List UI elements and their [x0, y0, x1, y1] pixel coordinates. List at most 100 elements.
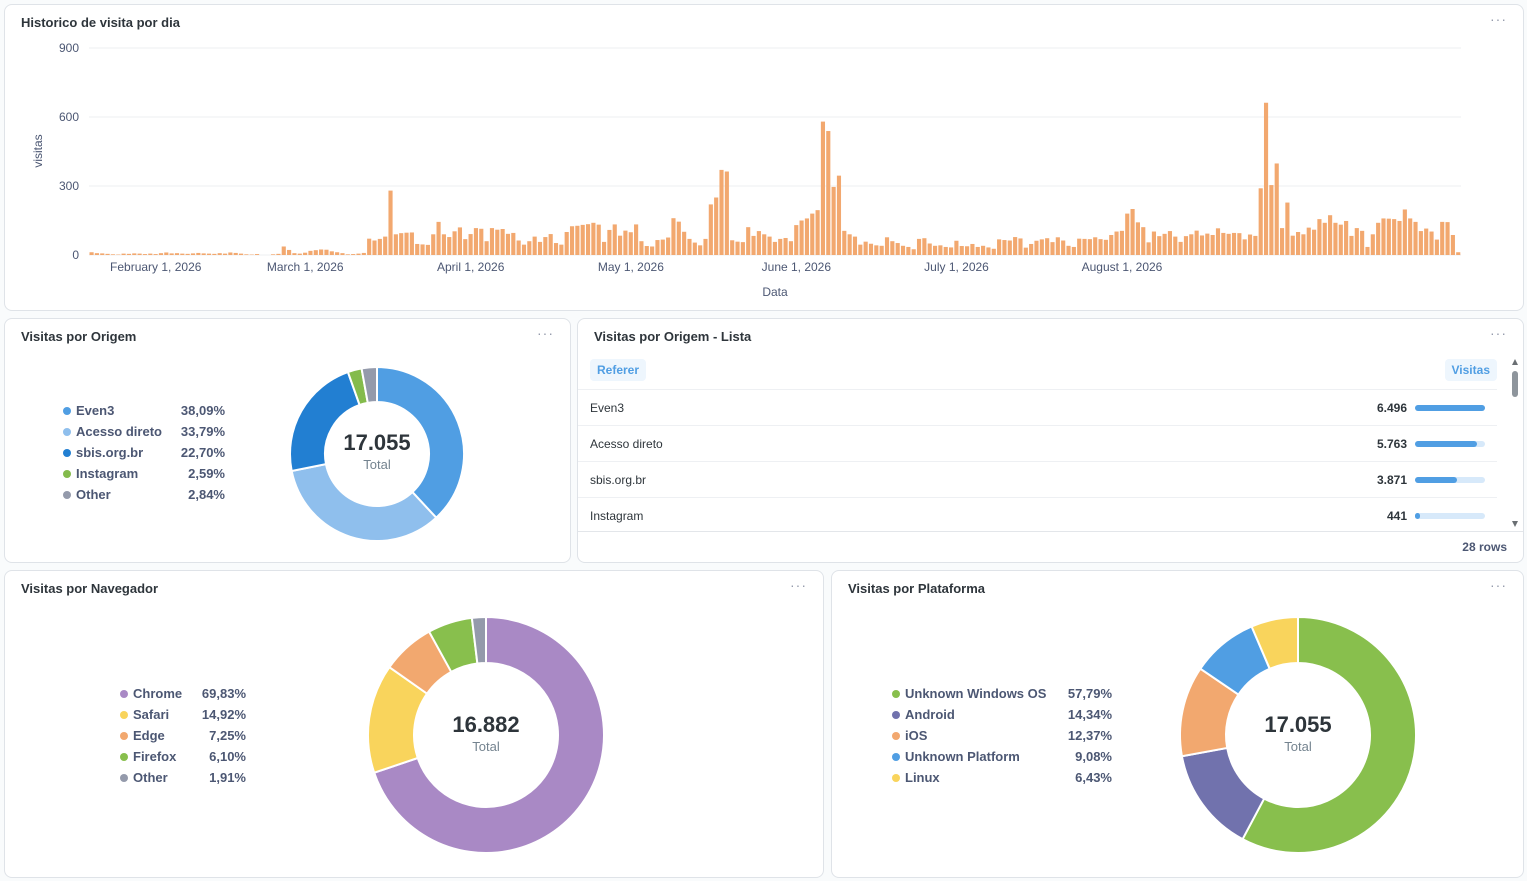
legend-item[interactable]: Instagram 2,59%: [63, 463, 225, 484]
y-tick-label: 900: [59, 41, 79, 55]
bar: [858, 244, 863, 255]
bar: [1141, 227, 1146, 255]
bar: [404, 232, 409, 255]
legend-item[interactable]: sbis.org.br 22,70%: [63, 442, 225, 463]
bar: [895, 243, 900, 255]
legend-label: Unknown Windows OS: [905, 686, 1047, 701]
table-row[interactable]: Even3 6.496: [578, 389, 1497, 426]
table-row[interactable]: Instagram 441: [578, 497, 1497, 534]
bar: [1370, 234, 1375, 255]
bar: [1135, 222, 1140, 255]
x-tick-label: March 1, 2026: [267, 260, 344, 274]
navegador-total: 16.882 Total: [436, 712, 536, 754]
legend-item[interactable]: Unknown Platform 9,08%: [892, 746, 1112, 767]
bar: [1109, 234, 1114, 255]
legend-percent: 6,10%: [209, 749, 246, 764]
bar: [815, 210, 820, 255]
bar: [949, 247, 954, 255]
origem-list-menu-button[interactable]: ···: [1490, 325, 1507, 341]
legend-item[interactable]: Firefox 6,10%: [120, 746, 246, 767]
bar: [1296, 232, 1301, 255]
column-visitas-header[interactable]: Visitas: [1444, 359, 1497, 381]
legend-item[interactable]: Other 1,91%: [120, 767, 246, 788]
bar: [543, 237, 548, 255]
origem-title: Visitas por Origem: [21, 329, 137, 344]
bar: [121, 253, 126, 255]
bar: [505, 233, 511, 255]
bar: [500, 229, 505, 255]
bar: [997, 239, 1002, 255]
x-tick-label: June 1, 2026: [762, 260, 832, 274]
legend-percent: 7,25%: [209, 728, 246, 743]
bar: [1098, 239, 1103, 255]
bar: [1338, 224, 1343, 255]
navegador-card: Visitas por Navegador ··· Chrome 69,83% Sa…: [4, 570, 824, 878]
plataforma-legend: Unknown Windows OS 57,79% Android 14,34% iOS…: [892, 683, 1112, 788]
legend-percent: 69,83%: [201, 686, 246, 701]
bar: [879, 245, 884, 255]
slice-unknown-windows-os: [1241, 615, 1417, 854]
plataforma-menu-button[interactable]: ···: [1490, 577, 1507, 593]
bar: [137, 253, 142, 255]
scrollbar[interactable]: [1509, 355, 1521, 531]
bar: [372, 240, 377, 255]
bar: [852, 236, 858, 255]
row-bar: [1415, 441, 1485, 447]
column-referer-header[interactable]: Referer: [590, 359, 647, 381]
legend-percent: 2,84%: [188, 487, 225, 502]
bar: [532, 236, 537, 255]
bar: [484, 241, 489, 255]
bar: [1231, 232, 1237, 255]
bar: [1450, 234, 1455, 255]
row-bar: [1415, 405, 1485, 411]
legend-dot-icon: [120, 731, 128, 740]
bar: [1066, 245, 1071, 255]
legend-item[interactable]: Chrome 69,83%: [120, 683, 246, 704]
bar: [1306, 227, 1311, 255]
bar: [238, 253, 244, 255]
bar: [703, 238, 708, 255]
history-chart: 0 300 600 900 February 1, 2026 March 1, 2026 A…: [31, 41, 1461, 299]
bar: [1050, 242, 1055, 255]
bar: [431, 234, 436, 255]
bar: [190, 253, 196, 255]
bar: [463, 239, 468, 255]
legend-item[interactable]: Even3 38,09%: [63, 400, 225, 421]
legend-item[interactable]: Android 14,34%: [892, 704, 1112, 725]
legend-dot-icon: [63, 427, 71, 436]
legend-item[interactable]: Unknown Windows OS 57,79%: [892, 683, 1112, 704]
bar: [569, 226, 575, 255]
row-referer: Instagram: [590, 509, 644, 523]
bar: [1226, 233, 1231, 255]
bar: [906, 246, 911, 255]
plataforma-total: 17.055 Total: [1248, 712, 1348, 754]
row-visitas: 3.871: [1376, 473, 1407, 487]
x-tick-label: August 1, 2026: [1082, 260, 1163, 274]
origem-menu-button[interactable]: ···: [537, 325, 554, 341]
legend-label: Other: [76, 487, 111, 502]
legend-item[interactable]: Linux 6,43%: [892, 767, 1112, 788]
table-row[interactable]: sbis.org.br 3.871: [578, 461, 1497, 498]
slice-linux: [1250, 615, 1299, 671]
legend-item[interactable]: Acesso direto 33,79%: [63, 421, 225, 442]
legend-item[interactable]: Edge 7,25%: [120, 725, 246, 746]
navegador-legend: Chrome 69,83% Safari 14,92% Edge 7,25% Firefox…: [120, 683, 246, 788]
bar: [943, 246, 948, 255]
row-visitas: 6.496: [1376, 401, 1407, 415]
legend-item[interactable]: Safari 14,92%: [120, 704, 246, 725]
history-menu-button[interactable]: ···: [1490, 11, 1507, 27]
bar: [206, 253, 212, 255]
row-bar-fill: [1415, 513, 1420, 519]
legend-label: Instagram: [76, 466, 139, 481]
bar: [276, 253, 281, 255]
legend-item[interactable]: iOS 12,37%: [892, 725, 1112, 746]
slice-other: [360, 365, 378, 404]
legend-percent: 38,09%: [180, 403, 225, 418]
legend-item[interactable]: Other 2,84%: [63, 484, 225, 505]
origem-card: Visitas por Origem ··· Even3 38,09% Acesso…: [4, 318, 571, 563]
navegador-menu-button[interactable]: ···: [790, 577, 807, 593]
bar: [521, 244, 527, 255]
table-row[interactable]: Acesso direto 5.763: [578, 425, 1497, 462]
legend-dot-icon: [63, 469, 71, 478]
bar: [1456, 252, 1461, 255]
